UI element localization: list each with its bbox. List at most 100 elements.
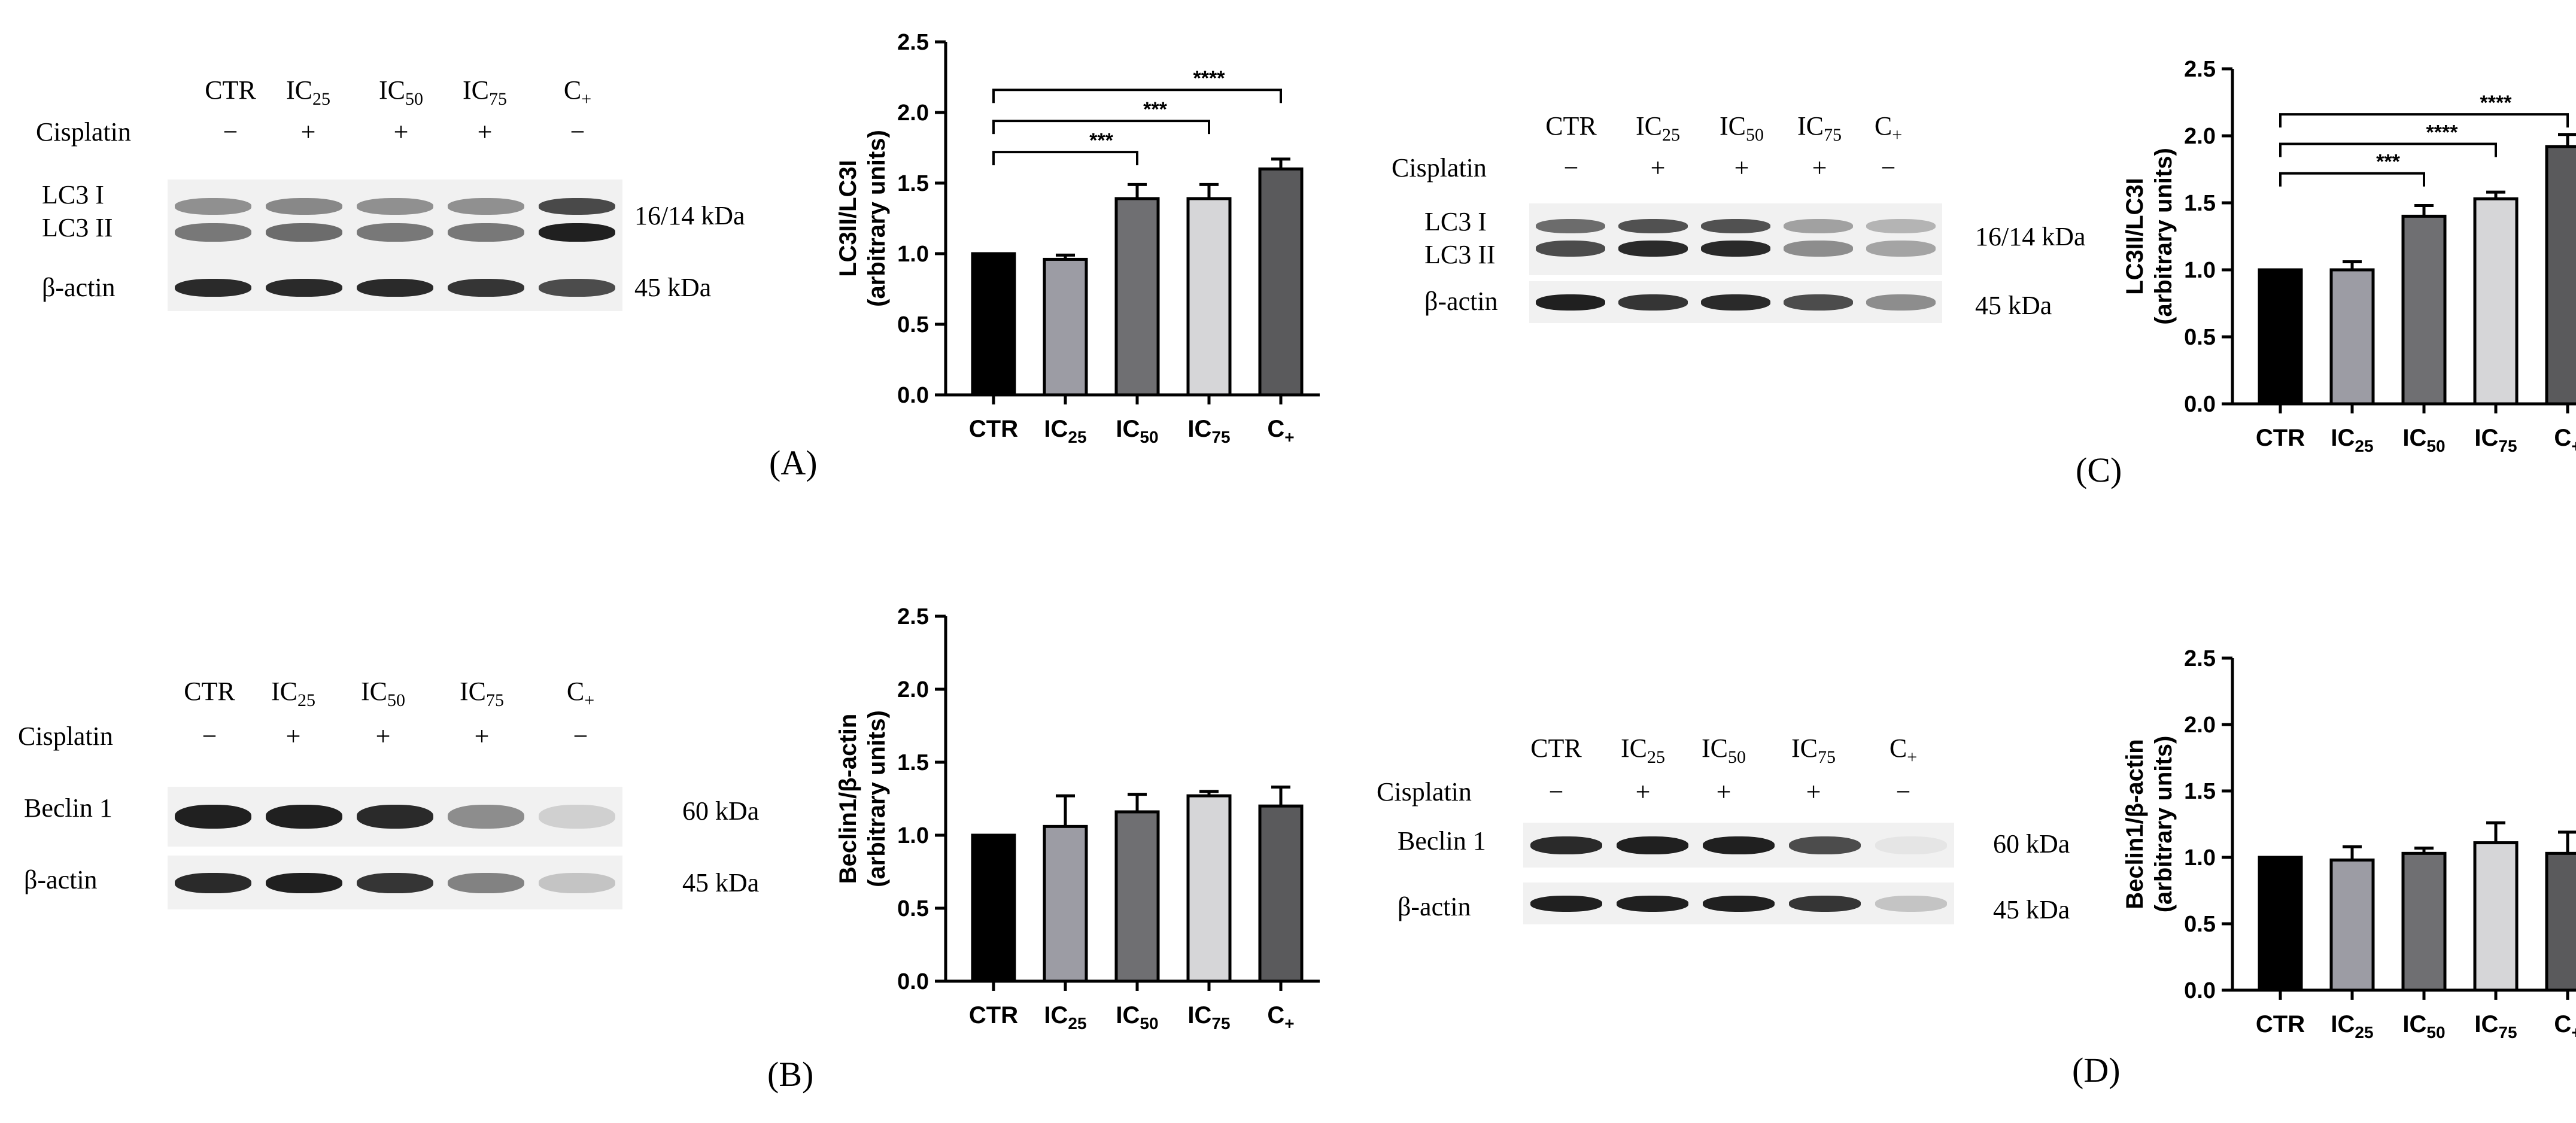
treatment-sign-a-3: + (477, 117, 493, 147)
band-label-c-top: LC3 I (1424, 207, 1487, 236)
lane-label-a-0: CTR (205, 75, 256, 105)
bar-chart-c: 0.0 0.5 1.0 1.5 2.0 2.5 LC3II/LC3I (arbitrary u… (2122, 57, 2576, 455)
kda-target-d: 60 kDa (1993, 829, 2070, 859)
y-tick-label-d-4: 2.0 (2184, 713, 2216, 738)
y-tick-label-a-5: 2.5 (897, 30, 929, 55)
band-a-lc3ii-4 (539, 223, 615, 242)
kda-target-b: 60 kDa (682, 796, 760, 826)
band-c-lc3ii-0 (1536, 241, 1605, 257)
significance-label-a-1: *** (1143, 98, 1167, 121)
bar-d-2 (2401, 851, 2447, 992)
x-tick-label-sub-b-3: 75 (1211, 1014, 1230, 1033)
band-label-d-top: Beclin 1 (1398, 826, 1486, 856)
x-tick-label-d-1: IC25 (2331, 1011, 2373, 1042)
kda-loading-c: 45 kDa (1975, 291, 2052, 320)
band-c-actin-2 (1701, 294, 1770, 311)
kda-loading-d: 45 kDa (1993, 895, 2070, 924)
lane-label-c-4: C+ (1874, 111, 1903, 145)
bar-b-0 (971, 833, 1016, 983)
x-tick-label-sub-a-2: 50 (1140, 428, 1158, 446)
band-d-actin-0 (1530, 896, 1603, 912)
y-tick-label-b-2: 1.0 (897, 823, 929, 848)
band-label-c-loading: β-actin (1424, 287, 1498, 316)
y-axis-label-b-line2: (arbitrary units) (864, 710, 890, 887)
significance-bracket-c-0 (2279, 172, 2425, 187)
bar-b-1 (1043, 824, 1088, 983)
y-axis-label-d-line2: (arbitrary units) (2150, 736, 2177, 913)
treatment-label-c: Cisplatin (1392, 153, 1487, 182)
y-tick-label-b-1: 0.5 (897, 896, 929, 921)
band-d-target-4 (1875, 836, 1948, 854)
treatment-sign-b-2: + (375, 722, 391, 751)
lane-label-c-2: IC50 (1720, 111, 1764, 145)
treatment-sign-d-1: + (1635, 777, 1651, 807)
band-c-lc3i-2 (1701, 219, 1770, 234)
blot-row-target-c (1529, 203, 1942, 275)
significance-bracket-a-1 (992, 120, 1210, 135)
band-a-lc3i-1 (266, 197, 342, 215)
bar-a-4 (1258, 167, 1304, 397)
kda-loading-b: 45 kDa (682, 868, 760, 897)
bar-a-1 (1043, 257, 1088, 397)
band-label-c-bottom: LC3 II (1424, 240, 1496, 269)
treatment-sign-d-0: − (1548, 777, 1564, 807)
bar-d-3 (2473, 841, 2519, 992)
x-tick-label-c-1: IC25 (2331, 425, 2373, 455)
x-tick-label-c-2: IC50 (2402, 425, 2445, 455)
treatment-sign-b-1: + (285, 722, 301, 751)
bar-c-4 (2545, 145, 2576, 406)
band-d-actin-4 (1875, 896, 1948, 912)
bar-a-0 (971, 252, 1016, 397)
x-tick-label-b-1: IC25 (1044, 1002, 1086, 1033)
y-tick-label-c-5: 2.5 (2184, 57, 2216, 82)
y-tick-label-c-1: 0.5 (2184, 325, 2216, 350)
y-tick-label-d-1: 0.5 (2184, 912, 2216, 937)
lane-label-a-2: IC50 (379, 75, 423, 109)
lane-label-d-0: CTR (1530, 734, 1582, 763)
band-c-actin-4 (1866, 294, 1936, 311)
x-tick-label-sub-c-4: + (2571, 437, 2576, 455)
x-tick-label-d-0: CTR (2256, 1011, 2305, 1037)
x-tick-label-d-2: IC50 (2402, 1011, 2445, 1042)
significance-bracket-a-2 (992, 89, 1282, 104)
band-label-a-top: LC3 I (42, 180, 104, 209)
y-tick-label-b-5: 2.5 (897, 604, 929, 629)
band-label-d-loading: β-actin (1398, 892, 1471, 921)
band-d-actin-1 (1616, 896, 1689, 912)
treatment-sign-b-4: − (573, 722, 588, 751)
lane-label-b-0: CTR (184, 677, 235, 706)
bar-b-2 (1114, 810, 1160, 983)
bar-a-3 (1186, 197, 1232, 397)
y-tick-label-a-4: 2.0 (897, 101, 929, 126)
y-tick-label-d-3: 1.5 (2184, 779, 2216, 804)
lane-label-b-4: C+ (566, 677, 595, 710)
band-label-b-loading: β-actin (24, 865, 98, 894)
y-tick-label-c-3: 1.5 (2184, 191, 2216, 216)
panel-letter-b: (B) (767, 1055, 814, 1094)
significance-bracket-c-2 (2279, 113, 2569, 128)
band-a-actin-3 (448, 278, 524, 297)
y-axis-label-a-line1: LC3II/LC3I (835, 160, 861, 277)
band-d-target-0 (1530, 836, 1603, 854)
band-b-target-2 (357, 805, 433, 829)
band-label-a-loading: β-actin (42, 273, 116, 302)
lane-label-d-2: IC50 (1702, 734, 1746, 767)
x-tick-label-sub-b-4: + (1284, 1014, 1294, 1033)
kda-target-c: 16/14 kDa (1975, 222, 2086, 251)
x-tick-label-sub-c-3: 75 (2498, 437, 2517, 455)
kda-loading-a: 45 kDa (634, 273, 712, 302)
x-tick-label-b-0: CTR (969, 1002, 1018, 1028)
x-tick-label-sub-b-1: 25 (1068, 1014, 1086, 1033)
x-tick-label-sub-c-2: 50 (2426, 437, 2445, 455)
treatment-sign-c-4: − (1881, 153, 1896, 182)
x-tick-label-sub-d-3: 75 (2498, 1023, 2517, 1042)
bar-c-3 (2473, 197, 2519, 406)
band-c-actin-0 (1536, 294, 1605, 311)
bar-c-2 (2401, 214, 2447, 406)
x-tick-label-sub-d-4: + (2571, 1023, 2576, 1042)
band-a-actin-0 (175, 278, 251, 297)
x-tick-label-sub-d-1: 25 (2355, 1023, 2373, 1042)
band-a-lc3i-3 (448, 197, 524, 215)
band-d-target-2 (1702, 836, 1775, 854)
band-label-b-top: Beclin 1 (24, 793, 113, 823)
